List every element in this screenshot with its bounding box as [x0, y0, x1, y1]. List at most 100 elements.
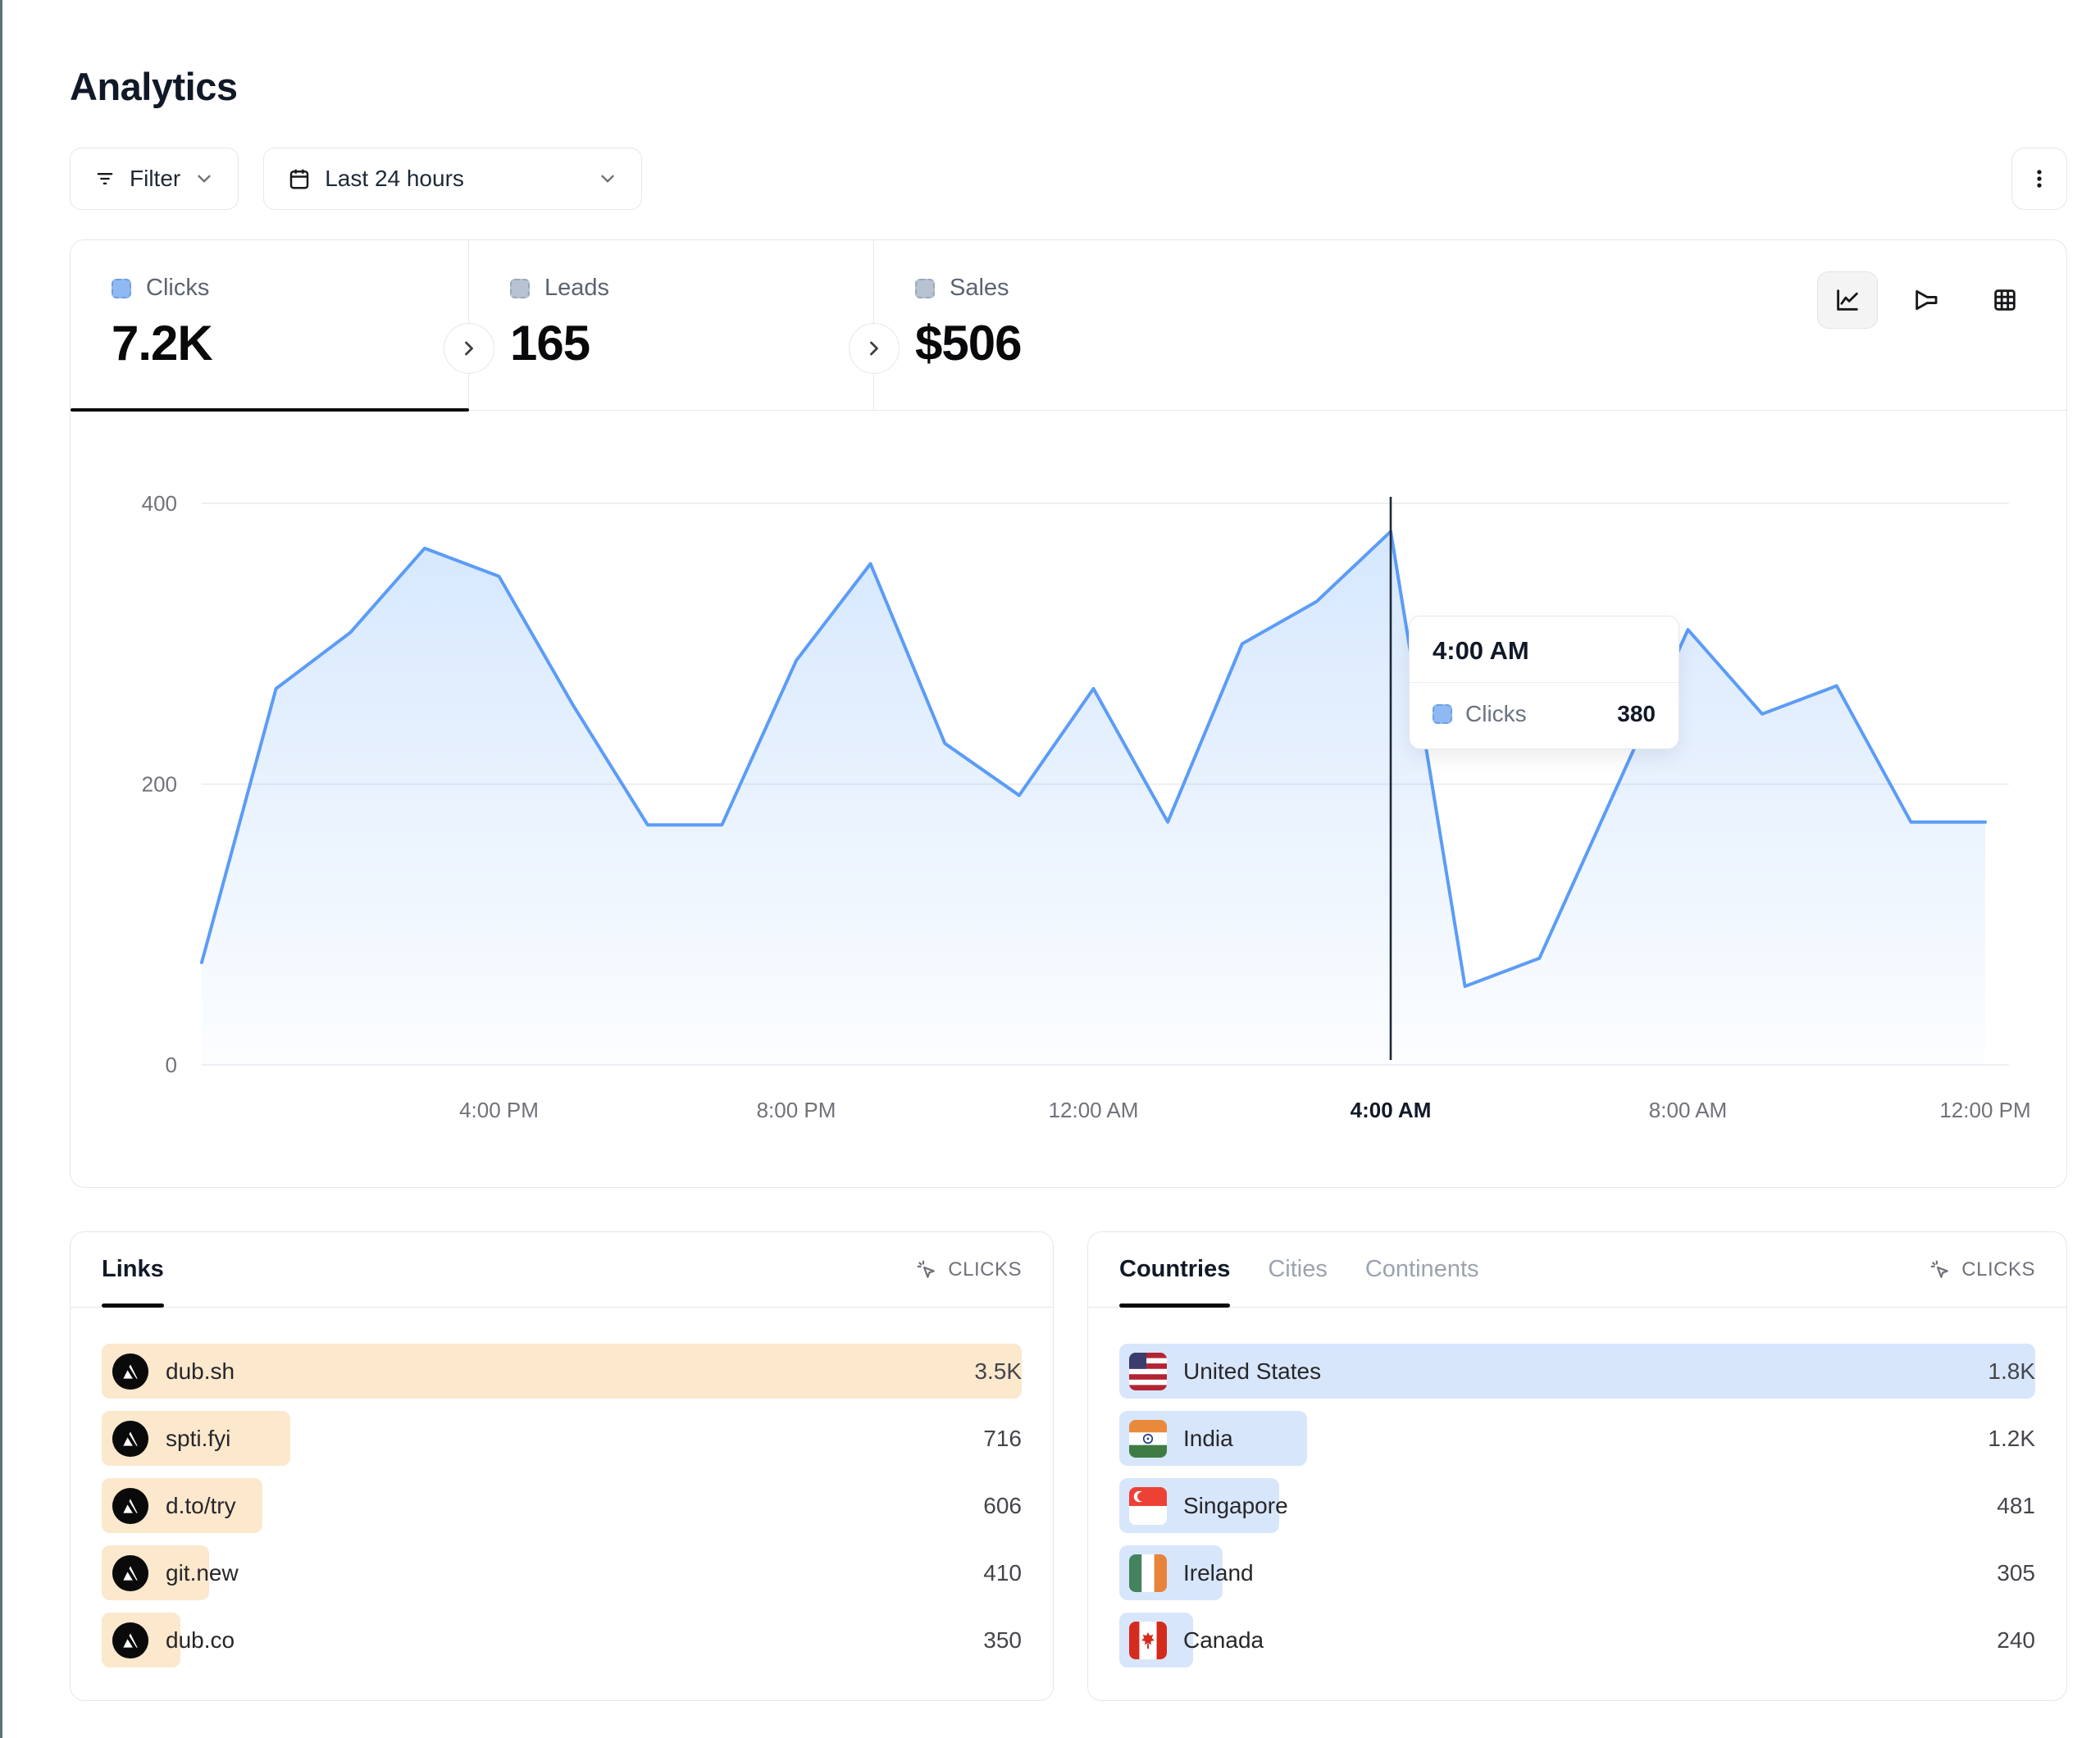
link-clicks: 606	[983, 1492, 1022, 1518]
clicks-chart[interactable]: 0 200 400 4:00 PM 8:00 PM 12:00 AM 4:00 AM 8:00…	[71, 411, 2066, 1186]
view-table-button[interactable]	[1975, 271, 2035, 329]
country-clicks: 305	[1997, 1559, 2035, 1586]
country-clicks: 1.8K	[1988, 1358, 2035, 1384]
link-clicks: 716	[983, 1425, 1022, 1451]
toolbar: Filter Last 24 hours	[70, 147, 2067, 211]
list-item[interactable]: dub.sh 3.5K	[102, 1344, 1022, 1399]
flag-us-icon	[1129, 1352, 1167, 1390]
next-stat-button[interactable]	[444, 323, 494, 374]
dub-favicon-icon	[112, 1622, 149, 1658]
svg-text:8:00 AM: 8:00 AM	[1649, 1098, 1727, 1122]
more-options-button[interactable]	[2011, 148, 2067, 210]
tooltip-series: Clicks	[1465, 701, 1527, 726]
link-label: spti.fyi	[166, 1425, 231, 1451]
view-line-chart-button[interactable]	[1817, 271, 1878, 329]
tab-countries[interactable]: Countries	[1119, 1232, 1231, 1308]
date-range-button[interactable]: Last 24 hours	[263, 148, 642, 210]
list-item[interactable]: dub.co 350	[102, 1613, 1022, 1667]
stat-value: 7.2K	[112, 316, 213, 371]
chevron-right-icon	[870, 341, 878, 356]
dub-favicon-icon	[112, 1353, 149, 1390]
breakdown-panels: Links CLICKS dub.sh 3.5K	[70, 1231, 2067, 1701]
flag-ca-icon	[1129, 1621, 1167, 1659]
link-label: d.to/try	[166, 1492, 236, 1518]
view-funnel-button[interactable]	[1896, 271, 1957, 329]
stat-value: 165	[510, 316, 590, 371]
stat-label: Leads	[544, 275, 610, 301]
list-item[interactable]: d.to/try 606	[102, 1478, 1022, 1533]
active-tab-underline	[71, 408, 469, 412]
funnel-icon	[1916, 289, 1938, 311]
analytics-page: Analytics Filter Last 24 hours	[70, 0, 2067, 1701]
country-clicks: 481	[1997, 1492, 2035, 1518]
tab-leads[interactable]: Leads 165	[469, 240, 874, 410]
tab-continents[interactable]: Continents	[1364, 1256, 1479, 1282]
bar	[102, 1344, 1022, 1399]
link-clicks: 3.5K	[974, 1358, 1022, 1384]
cursor-click-icon	[1930, 1260, 1949, 1278]
list-item[interactable]: India 1.2K	[1119, 1411, 2035, 1466]
tab-clicks[interactable]: Clicks 7.2K	[71, 240, 469, 410]
metric-selector[interactable]: CLICKS	[915, 1258, 1022, 1281]
clicks-swatch-icon	[112, 278, 131, 298]
flag-in-icon	[1129, 1419, 1167, 1458]
bar	[1119, 1344, 2035, 1399]
country-label: Singapore	[1183, 1492, 1288, 1518]
country-label: Ireland	[1183, 1559, 1254, 1586]
next-stat-button[interactable]	[849, 323, 900, 374]
clicks-swatch-icon	[1433, 704, 1452, 724]
filter-button[interactable]: Filter	[70, 148, 239, 210]
list-item[interactable]: Canada 240	[1119, 1613, 2035, 1667]
dub-favicon-icon	[112, 1420, 149, 1457]
stats-strip: Clicks 7.2K Leads 165 Sales $506	[71, 240, 2066, 412]
svg-text:12:00 AM: 12:00 AM	[1049, 1098, 1139, 1122]
country-label: India	[1183, 1425, 1233, 1451]
stat-value: $506	[915, 316, 1022, 371]
list-item[interactable]: Ireland 305	[1119, 1545, 2035, 1600]
list-item[interactable]: spti.fyi 716	[102, 1411, 1022, 1466]
dub-favicon-icon	[112, 1487, 149, 1524]
link-label: dub.co	[166, 1627, 235, 1653]
link-clicks: 410	[983, 1559, 1022, 1586]
line-chart-icon	[1837, 289, 1858, 311]
filter-button-label: Filter	[130, 166, 181, 191]
svg-text:4:00 PM: 4:00 PM	[459, 1098, 539, 1122]
page-title: Analytics	[70, 65, 238, 108]
svg-text:200: 200	[142, 772, 177, 797]
link-label: dub.sh	[166, 1358, 235, 1384]
links-panel: Links CLICKS dub.sh 3.5K	[70, 1231, 1054, 1701]
chevron-down-icon	[597, 168, 618, 189]
leads-swatch-icon	[510, 278, 530, 298]
list-item[interactable]: United States 1.8K	[1119, 1344, 2035, 1399]
table-grid-icon	[1994, 289, 2016, 311]
country-label: Canada	[1183, 1627, 1264, 1653]
chevron-down-icon	[194, 168, 215, 189]
flag-sg-icon	[1129, 1486, 1167, 1525]
chart-view-switcher	[1817, 271, 2035, 329]
svg-text:12:00 PM: 12:00 PM	[1939, 1098, 2030, 1122]
link-clicks: 350	[983, 1627, 1022, 1653]
tab-cities[interactable]: Cities	[1268, 1256, 1328, 1282]
cursor-click-icon	[917, 1260, 936, 1278]
list-item[interactable]: git.new 410	[102, 1545, 1022, 1600]
link-label: git.new	[166, 1559, 239, 1586]
country-label: United States	[1183, 1358, 1322, 1384]
list-item[interactable]: Singapore 481	[1119, 1478, 2035, 1533]
stat-label: Clicks	[146, 275, 210, 301]
svg-text:8:00 PM: 8:00 PM	[757, 1098, 836, 1122]
dub-favicon-icon	[112, 1554, 149, 1591]
svg-text:4:00 AM: 4:00 AM	[1351, 1098, 1432, 1122]
stat-label: Sales	[950, 275, 1009, 301]
area-chart: 0 200 400 4:00 PM 8:00 PM 12:00 AM 4:00 AM 8:00…	[142, 491, 2031, 1122]
countries-panel: Countries Cities Continents CLICKS Unite…	[1087, 1231, 2067, 1701]
tab-links[interactable]: Links	[102, 1232, 164, 1308]
calendar-icon	[287, 166, 312, 191]
country-clicks: 1.2K	[1988, 1425, 2035, 1451]
flag-ie-icon	[1129, 1554, 1167, 1592]
tab-sales[interactable]: Sales $506	[874, 240, 2066, 410]
svg-text:0: 0	[166, 1053, 177, 1077]
sales-swatch-icon	[915, 278, 935, 298]
analytics-card: Clicks 7.2K Leads 165 Sales $506	[70, 239, 2067, 1188]
metric-selector[interactable]: CLICKS	[1929, 1258, 2035, 1281]
filter-icon	[93, 167, 116, 190]
